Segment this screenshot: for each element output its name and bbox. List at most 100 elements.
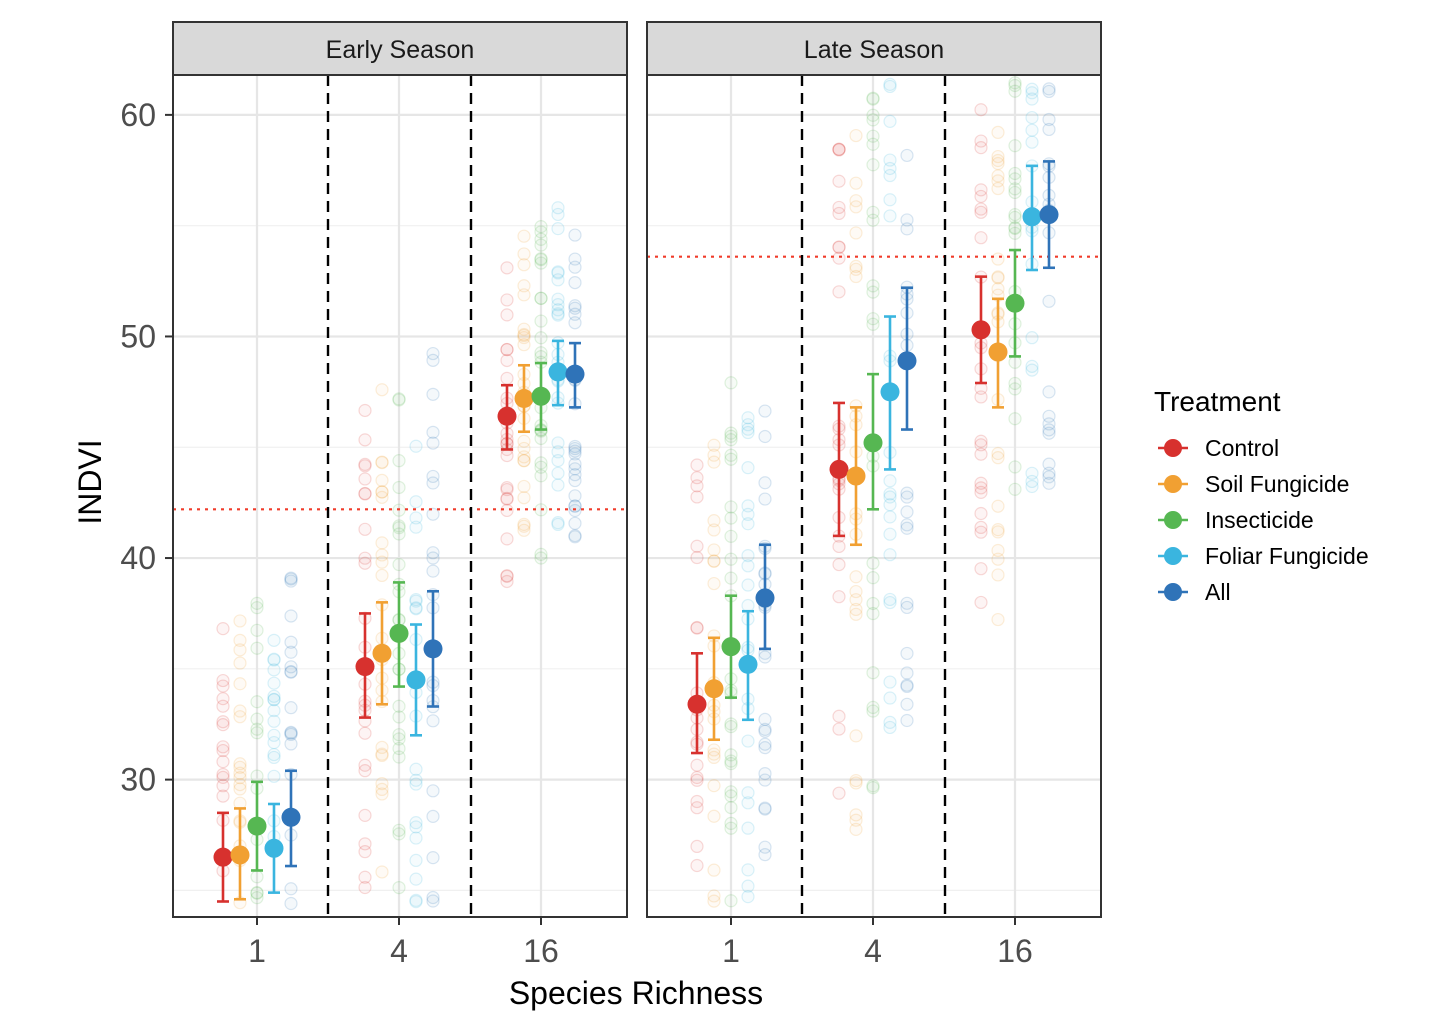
raw-point [358, 522, 372, 536]
raw-point [551, 516, 565, 530]
raw-point [690, 770, 704, 785]
raw-point [724, 448, 738, 462]
raw-point [392, 699, 406, 713]
raw-point [866, 596, 880, 611]
raw-point [267, 714, 281, 728]
raw-point [849, 176, 863, 190]
raw-point [216, 679, 230, 693]
panel-early-season: Early Season 1 4 16 [172, 21, 628, 969]
raw-point [216, 622, 230, 636]
mean-point [971, 320, 991, 340]
raw-point [866, 108, 880, 122]
raw-point [1025, 331, 1039, 345]
raw-point [1008, 139, 1022, 153]
raw-point [426, 894, 440, 908]
raw-point [690, 801, 704, 815]
raw-point [551, 466, 565, 480]
raw-point [1008, 166, 1022, 181]
raw-point [866, 92, 880, 106]
raw-point [1008, 376, 1022, 391]
raw-point [375, 777, 389, 791]
raw-point [1025, 135, 1039, 149]
raw-point [233, 766, 247, 780]
raw-point [267, 689, 281, 703]
raw-point [568, 299, 582, 313]
raw-point [974, 447, 988, 461]
raw-point [284, 645, 298, 659]
raw-point [1042, 417, 1056, 431]
raw-point [758, 492, 772, 506]
raw-point [724, 376, 738, 390]
raw-point [426, 387, 440, 401]
raw-point [426, 809, 440, 823]
raw-point [1008, 382, 1022, 396]
raw-point [883, 715, 897, 729]
raw-point [517, 288, 531, 302]
raw-point [991, 270, 1005, 284]
raw-point [568, 503, 582, 518]
raw-point [568, 489, 582, 503]
raw-point [233, 710, 247, 724]
raw-point [741, 517, 755, 531]
y-tick-label: 30 [120, 762, 156, 798]
raw-point [426, 564, 440, 578]
mean-point [355, 657, 375, 677]
raw-point [500, 569, 514, 583]
raw-point [426, 890, 440, 905]
raw-point [900, 666, 914, 680]
raw-point [568, 260, 582, 274]
raw-point [707, 543, 721, 557]
raw-point [883, 510, 897, 524]
raw-point [409, 511, 423, 525]
raw-point [866, 205, 880, 219]
mean-point [247, 816, 267, 836]
strip-header [646, 21, 1102, 76]
raw-point [974, 476, 988, 490]
raw-point [741, 598, 755, 613]
raw-point [866, 779, 880, 793]
raw-point [250, 623, 264, 637]
raw-point [974, 438, 988, 452]
raw-point [500, 353, 514, 368]
raw-point [284, 572, 298, 586]
raw-point [1042, 82, 1056, 96]
raw-point [375, 740, 389, 754]
raw-point [409, 520, 423, 534]
raw-point [866, 213, 880, 227]
raw-point [883, 153, 897, 167]
raw-point [517, 279, 531, 293]
raw-point [517, 519, 531, 533]
raw-point [900, 678, 914, 692]
raw-point [568, 462, 582, 476]
raw-point [392, 741, 406, 756]
raw-point [358, 808, 372, 822]
raw-point [724, 452, 738, 466]
raw-point [568, 441, 582, 456]
raw-point [375, 548, 389, 562]
raw-point [568, 529, 582, 543]
raw-point [883, 168, 897, 183]
raw-point [690, 539, 704, 553]
raw-point [358, 758, 372, 772]
raw-point [883, 487, 897, 501]
raw-point [375, 747, 389, 761]
raw-point [1008, 182, 1022, 196]
raw-point [883, 474, 897, 488]
raw-point [707, 438, 721, 452]
raw-point [409, 495, 423, 509]
raw-point [974, 205, 988, 219]
mean-point [755, 588, 775, 608]
raw-point [991, 499, 1005, 513]
raw-point [375, 490, 389, 504]
raw-point [267, 692, 281, 706]
raw-point [426, 784, 440, 798]
raw-point [568, 439, 582, 454]
raw-point [500, 503, 514, 518]
raw-point [284, 701, 298, 715]
panel-late-season: Late Season 1 4 16 [646, 21, 1102, 969]
raw-point [883, 595, 897, 610]
raw-point [568, 468, 582, 482]
raw-point [974, 231, 988, 245]
raw-point [534, 331, 548, 345]
raw-point [883, 527, 897, 541]
